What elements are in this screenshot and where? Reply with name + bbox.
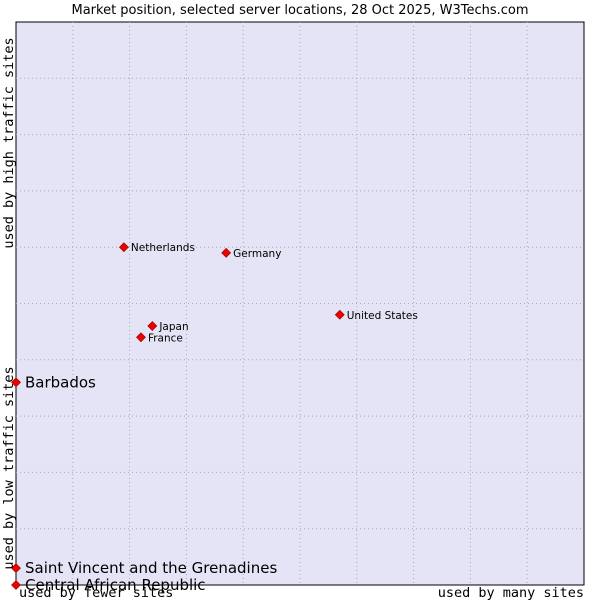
x-axis-label-low: used by fewer sites	[19, 585, 173, 600]
label-saint-vincent-and-the-grenadines: Saint Vincent and the Grenadines	[25, 559, 277, 577]
data-labels: Netherlands Germany United States JapanFran…	[25, 242, 418, 594]
label-barbados: Barbados	[25, 373, 96, 391]
label-united-states: United States	[347, 310, 418, 322]
point-netherlands	[118, 242, 129, 253]
label-central-african-republic: Central African Republic	[25, 576, 206, 594]
label-japan: Japan	[158, 321, 188, 333]
point-france	[136, 332, 146, 343]
point-germany	[221, 247, 232, 258]
point-saint-vincent-and-the-grenadines	[11, 563, 21, 574]
point-central-african-republic	[11, 580, 21, 590]
point-barbados	[11, 377, 21, 388]
data-points	[11, 242, 345, 590]
grid-lines	[16, 22, 584, 585]
y-axis-label-low: used by low traffic sites	[1, 366, 17, 569]
chart-title: Market position, selected server locatio…	[71, 3, 528, 18]
label-germany: Germany	[233, 248, 281, 260]
x-axis-label-high: used by many sites	[438, 585, 584, 600]
point-japan	[147, 321, 158, 331]
point-united-states	[334, 309, 345, 320]
label-netherlands: Netherlands	[131, 242, 195, 254]
y-axis-label-high: used by high traffic sites	[1, 37, 17, 248]
label-france: France	[148, 332, 183, 344]
